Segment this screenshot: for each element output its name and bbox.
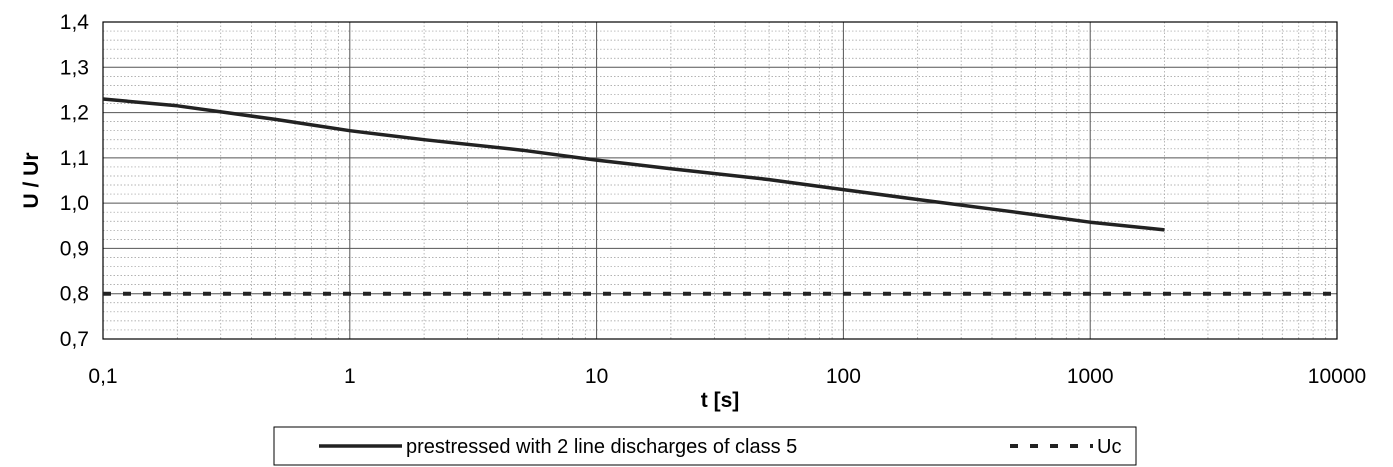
y-tick-label: 0,7	[60, 328, 89, 351]
y-tick-label: 1,1	[60, 147, 89, 170]
major-grid	[102, 21, 1338, 340]
legend-label-uc: Uc	[1097, 436, 1121, 458]
x-tick-label: 10000	[1308, 365, 1366, 388]
x-tick-label: 100	[826, 365, 861, 388]
legend-label-prestressed: prestressed with 2 line discharges of cl…	[406, 436, 797, 458]
y-tick-label: 0,8	[60, 283, 89, 306]
y-tick-label: 1,0	[60, 192, 89, 215]
y-tick-label: 1,4	[60, 11, 90, 34]
series-line-prestressed	[102, 97, 1165, 232]
y-tick-label: 1,2	[60, 102, 89, 125]
y-tick-labels: 0,7 0,8 0,9 1,0 1,1 1,2 1,3 1,4	[60, 11, 90, 351]
x-tick-labels: 0,1 1 10 100 1000 10000	[88, 365, 1366, 388]
x-axis-title: t [s]	[701, 389, 740, 412]
legend: prestressed with 2 line discharges of cl…	[273, 426, 1137, 466]
x-tick-label: 1000	[1067, 365, 1114, 388]
legend-box	[273, 426, 1137, 466]
x-tick-label: 10	[585, 365, 608, 388]
x-tick-label: 1	[344, 365, 356, 388]
series-layer	[102, 97, 1337, 296]
x-tick-label: 0,1	[88, 365, 117, 388]
minor-grid	[103, 22, 1337, 339]
y-axis-title: U / Ur	[20, 152, 43, 208]
plot-area-frame	[102, 21, 1338, 340]
y-tick-label: 1,3	[60, 56, 89, 79]
y-tick-label: 0,9	[60, 237, 89, 260]
